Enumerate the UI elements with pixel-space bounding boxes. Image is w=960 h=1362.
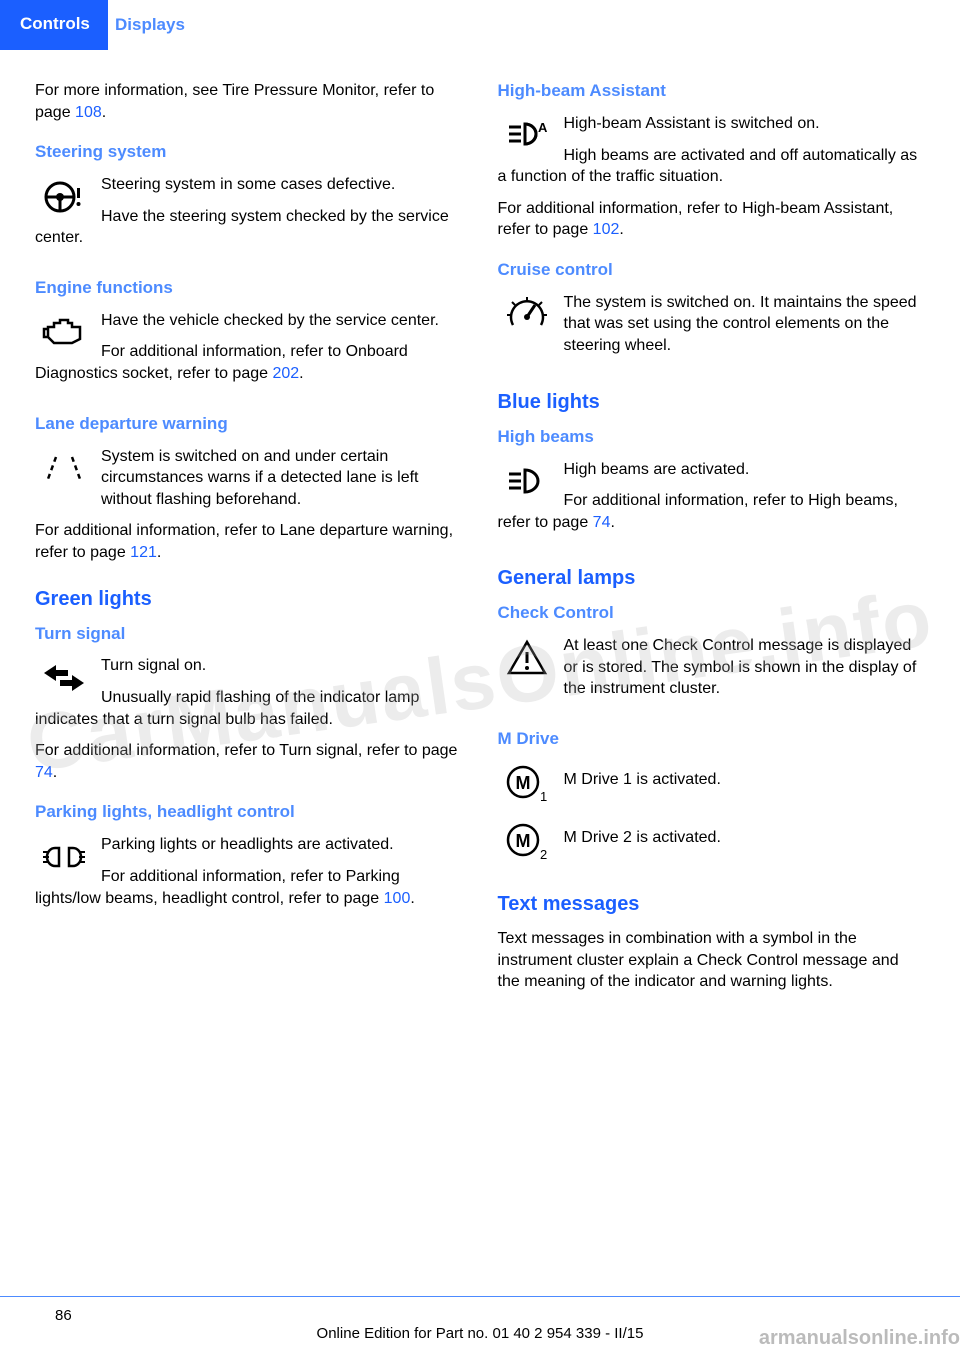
mdrive-1-icon: M1 <box>498 761 556 806</box>
page-number: 86 <box>55 1307 72 1324</box>
cruise-control-heading: Cruise control <box>498 259 926 282</box>
engine-text-1: Have the vehicle checked by the serv­ice… <box>35 310 463 332</box>
parking-text-2: For additional information, refer to Par… <box>35 866 463 909</box>
page-link-108[interactable]: 108 <box>75 104 102 121</box>
parking-text-1: Parking lights or headlights are acti­va… <box>35 834 463 856</box>
turn-text-2: Unusually rapid flashing of the indicato… <box>35 687 463 730</box>
mdrive-heading: M Drive <box>498 728 926 751</box>
engine-icon <box>35 310 93 355</box>
highbeams-text-1: High beams are activated. <box>498 459 926 481</box>
svg-text:1: 1 <box>540 789 547 804</box>
check-block: At least one Check Control message is di… <box>498 635 926 710</box>
cruise-control-icon <box>498 292 556 337</box>
page-link-102[interactable]: 102 <box>593 221 620 238</box>
highbeams-text-2: For additional information, refer to Hig… <box>498 490 926 533</box>
footer-divider <box>0 1296 960 1297</box>
right-column: High-beam Assistant A High-beam Assistan… <box>498 80 926 1003</box>
highbeams-block: High beams are activated. For additional… <box>498 459 926 544</box>
page-link-100[interactable]: 100 <box>384 890 411 907</box>
tab-displays: Displays <box>115 15 185 35</box>
highbeams-icon <box>498 459 556 504</box>
general-lamps-heading: General lamps <box>498 565 926 592</box>
steering-text-2: Have the steering system checked by the … <box>35 206 463 249</box>
hb2-t2a: For additional information, refer to Hig… <box>498 492 898 531</box>
parking-t2e: . <box>410 890 414 907</box>
cruise-text-1: The system is switched on. It maintains … <box>498 292 926 357</box>
turn-t3a: For additional information, refer to Tur… <box>35 742 457 759</box>
text-messages-paragraph: Text messages in combination with a symb… <box>498 928 926 993</box>
highbeam-assistant-heading: High-beam Assistant <box>498 80 926 103</box>
green-lights-heading: Green lights <box>35 586 463 613</box>
svg-text:A: A <box>538 120 548 135</box>
mdrive2-text: M Drive 2 is activated. <box>498 819 926 849</box>
page-link-202[interactable]: 202 <box>272 365 299 382</box>
steering-block: Steering system in some cases defec­tive… <box>35 174 463 259</box>
steering-wheel-icon <box>35 174 93 219</box>
highbeam-text-3: For additional information, refer to Hig… <box>498 198 926 241</box>
footer-watermark: armanualsonline.info <box>759 1327 960 1350</box>
lane-t2a: For additional information, refer to Lan… <box>35 522 453 561</box>
highbeam-text-2: High beams are activated and off auto­ma… <box>498 145 926 188</box>
parking-lights-icon <box>35 834 93 879</box>
engine-functions-heading: Engine functions <box>35 277 463 300</box>
tab-controls: Controls <box>20 14 90 34</box>
turn-t3e: . <box>53 764 57 781</box>
text-messages-heading: Text messages <box>498 891 926 918</box>
engine-t2e: . <box>299 365 303 382</box>
hb-t3a: For additional information, refer to Hig… <box>498 200 894 239</box>
lane-text-2: For additional information, refer to Lan… <box>35 520 463 563</box>
page-link-74b[interactable]: 74 <box>593 514 611 531</box>
page-link-74a[interactable]: 74 <box>35 764 53 781</box>
parking-block: Parking lights or headlights are acti­va… <box>35 834 463 919</box>
turn-signal-heading: Turn signal <box>35 623 463 646</box>
check-control-heading: Check Control <box>498 602 926 625</box>
mdrive1-block: M1 M Drive 1 is activated. <box>498 761 926 811</box>
left-column: For more information, see Tire Pressure … <box>35 80 463 1003</box>
svg-text:M: M <box>515 773 530 793</box>
highbeam-text-1: High-beam Assistant is switched on. <box>498 113 926 135</box>
steering-system-heading: Steering system <box>35 141 463 164</box>
svg-text:2: 2 <box>540 847 547 862</box>
hb-t3e: . <box>619 221 623 238</box>
check-text-1: At least one Check Control message is di… <box>498 635 926 700</box>
cruise-block: The system is switched on. It maintains … <box>498 292 926 367</box>
lane-block: System is switched on and under cer­tain… <box>35 446 463 521</box>
turn-text-1: Turn signal on. <box>35 655 463 677</box>
highbeam-assistant-icon: A <box>498 113 556 158</box>
blue-lights-heading: Blue lights <box>498 389 926 416</box>
lane-departure-heading: Lane departure warning <box>35 413 463 436</box>
steering-text-1: Steering system in some cases defec­tive… <box>35 174 463 196</box>
highbeams-heading: High beams <box>498 426 926 449</box>
turn-text-3: For additional information, refer to Tur… <box>35 740 463 783</box>
warning-triangle-icon <box>498 635 556 680</box>
svg-text:M: M <box>515 831 530 851</box>
page-header: Controls Displays <box>0 0 960 50</box>
turn-block: Turn signal on. Unusually rapid flashing… <box>35 655 463 740</box>
lane-t2e: . <box>157 544 161 561</box>
parking-lights-heading: Parking lights, headlight control <box>35 801 463 824</box>
intro-end: . <box>102 104 106 121</box>
engine-text-2: For additional information, refer to On­… <box>35 341 463 384</box>
lane-departure-icon <box>35 446 93 491</box>
lane-text-1: System is switched on and under cer­tain… <box>35 446 463 511</box>
mdrive2-block: M2 M Drive 2 is activated. <box>498 819 926 869</box>
hb2-t2e: . <box>610 514 614 531</box>
highbeam-block: A High-beam Assistant is switched on. Hi… <box>498 113 926 198</box>
page-content: For more information, see Tire Pressure … <box>0 50 960 1003</box>
page-link-121[interactable]: 121 <box>130 544 157 561</box>
mdrive-2-icon: M2 <box>498 819 556 864</box>
engine-block: Have the vehicle checked by the serv­ice… <box>35 310 463 395</box>
mdrive1-text: M Drive 1 is activated. <box>498 761 926 791</box>
turn-signal-icon <box>35 655 93 700</box>
intro-paragraph: For more information, see Tire Pressure … <box>35 80 463 123</box>
